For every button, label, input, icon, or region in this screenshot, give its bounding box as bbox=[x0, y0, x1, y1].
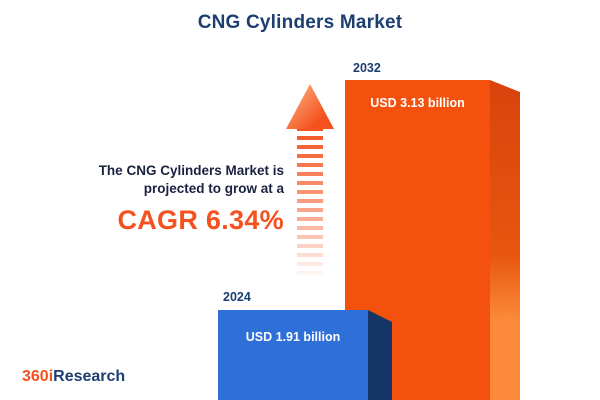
cagr-value: CAGR 6.34% bbox=[117, 205, 284, 235]
value-label-2032: USD 3.13 billion bbox=[370, 96, 465, 110]
growth-arrow-head bbox=[286, 84, 334, 129]
bar-2024-front bbox=[218, 310, 368, 400]
logo-suffix: Research bbox=[53, 368, 126, 385]
category-label-2024: 2024 bbox=[223, 290, 251, 304]
category-label-2032: 2032 bbox=[353, 61, 381, 75]
bar-2024-side bbox=[368, 310, 392, 400]
page-title: CNG Cylinders Market bbox=[197, 12, 403, 33]
brand-logo: 360iResearch bbox=[22, 368, 125, 386]
bar-2032-side bbox=[490, 80, 520, 400]
annotation-line-2: projected to grow at a bbox=[143, 181, 284, 196]
annotation-line-1: The CNG Cylinders Market is bbox=[98, 163, 284, 178]
value-label-2024: USD 1.91 billion bbox=[245, 330, 341, 344]
growth-arrow-tail bbox=[297, 127, 323, 285]
growth-annotation: The CNG Cylinders Market is projected to… bbox=[30, 162, 284, 236]
logo-prefix: 360i bbox=[22, 368, 54, 385]
